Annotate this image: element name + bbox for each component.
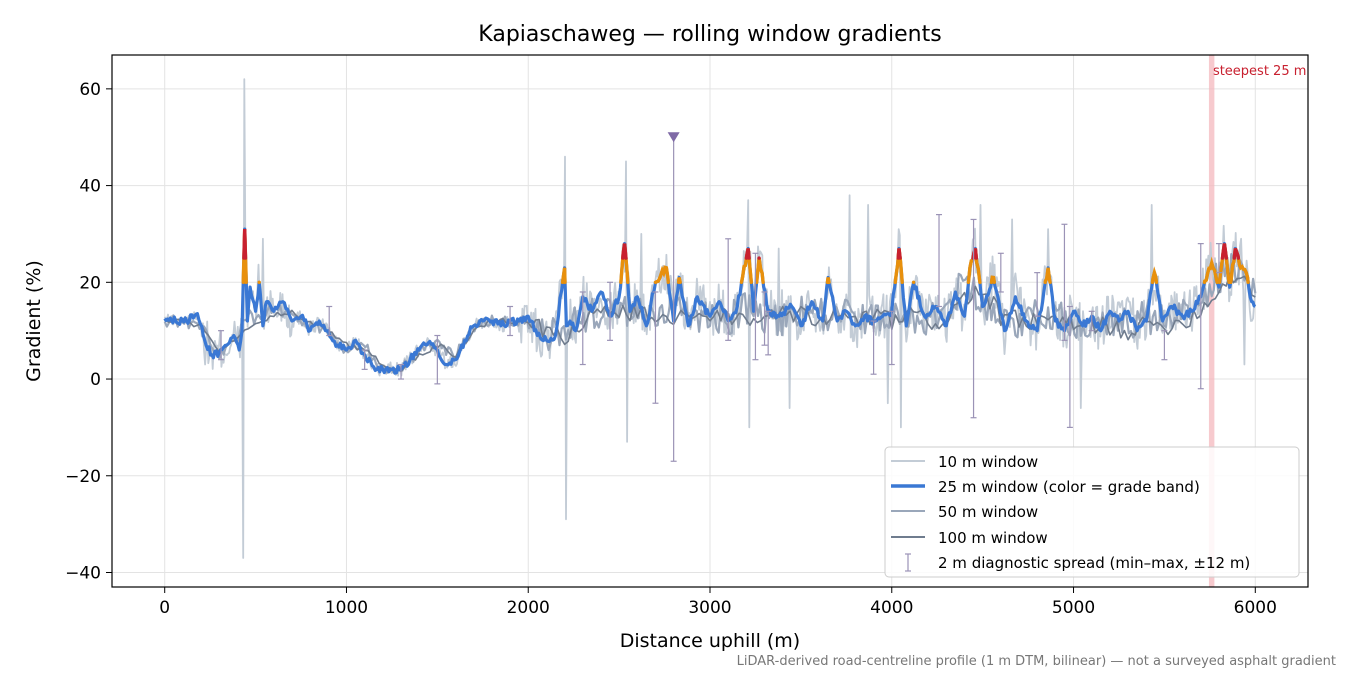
steepest-annotation-layer: steepest 25 m: [1208, 55, 1306, 587]
series-100m-line: [164, 272, 1256, 373]
y-tick-label: 40: [79, 177, 101, 197]
series-25m-band-orange: [825, 277, 831, 284]
x-tick-label: 4000: [870, 598, 913, 618]
y-tick-label: 20: [79, 273, 101, 293]
series-layer: [163, 78, 1257, 559]
series-25m-band-orange: [1150, 266, 1159, 284]
x-tick-label: 5000: [1052, 598, 1095, 618]
y-tick-label: −20: [65, 467, 101, 487]
series-25m-band-red: [744, 248, 751, 260]
x-tick-label: 2000: [507, 598, 550, 618]
series-25m-band-orange: [653, 265, 670, 284]
y-tick-label: 0: [90, 370, 101, 390]
series-25m-band-orange: [989, 275, 996, 284]
series-25m-band-orange: [1202, 256, 1219, 284]
series-25m-band-orange: [560, 267, 567, 284]
errorbar-layer: [218, 132, 1222, 462]
series-25m-line: [163, 227, 1257, 375]
legend-label-errorbar: 2 m diagnostic spread (min–max, ±12 m): [938, 554, 1250, 572]
series-25m-band-red: [896, 248, 902, 260]
legend-label-100m: 100 m window: [938, 529, 1048, 547]
legend-label-25m: 25 m window (color = grade band): [938, 478, 1200, 496]
chart-title: Kapiaschaweg — rolling window gradients: [478, 22, 941, 47]
steepest-band: [1208, 55, 1215, 587]
series-25m-band-orange: [1229, 247, 1250, 284]
x-tick-label: 0: [159, 598, 170, 618]
x-tick-label: 3000: [688, 598, 731, 618]
y-axis-label: Gradient (%): [23, 260, 45, 382]
legend: 10 m window 25 m window (color = grade b…: [884, 446, 1300, 578]
legend-swatch-errorbar: [905, 553, 911, 572]
series-25m-band-red: [1220, 243, 1228, 260]
y-tick-label: 60: [79, 80, 101, 100]
legend-label-50m: 50 m window: [938, 503, 1038, 521]
x-tick-label: 1000: [325, 598, 368, 618]
y-tick-label: −40: [65, 563, 101, 583]
series-25m-band-orange: [676, 277, 682, 284]
series-25m-band-red: [242, 229, 248, 260]
footnote: LiDAR-derived road-centreline profile (1…: [737, 654, 1336, 669]
series-25m-band-orange: [755, 257, 765, 284]
outlier-marker: [667, 132, 680, 143]
x-tick-label: 6000: [1234, 598, 1277, 618]
steepest-label: steepest 25 m: [1213, 64, 1306, 79]
legend-label-10m: 10 m window: [938, 453, 1038, 471]
series-25m-band-orange: [1043, 267, 1052, 284]
series-25m-band-red: [1232, 247, 1241, 260]
legend-box: [884, 446, 1300, 578]
x-axis-label: Distance uphill (m): [620, 630, 800, 652]
tick-layer: 0 1000 2000 3000 4000 5000 6000 −40 −20 0 20 40 60: [65, 80, 1277, 618]
series-25m-band-red: [621, 243, 628, 260]
